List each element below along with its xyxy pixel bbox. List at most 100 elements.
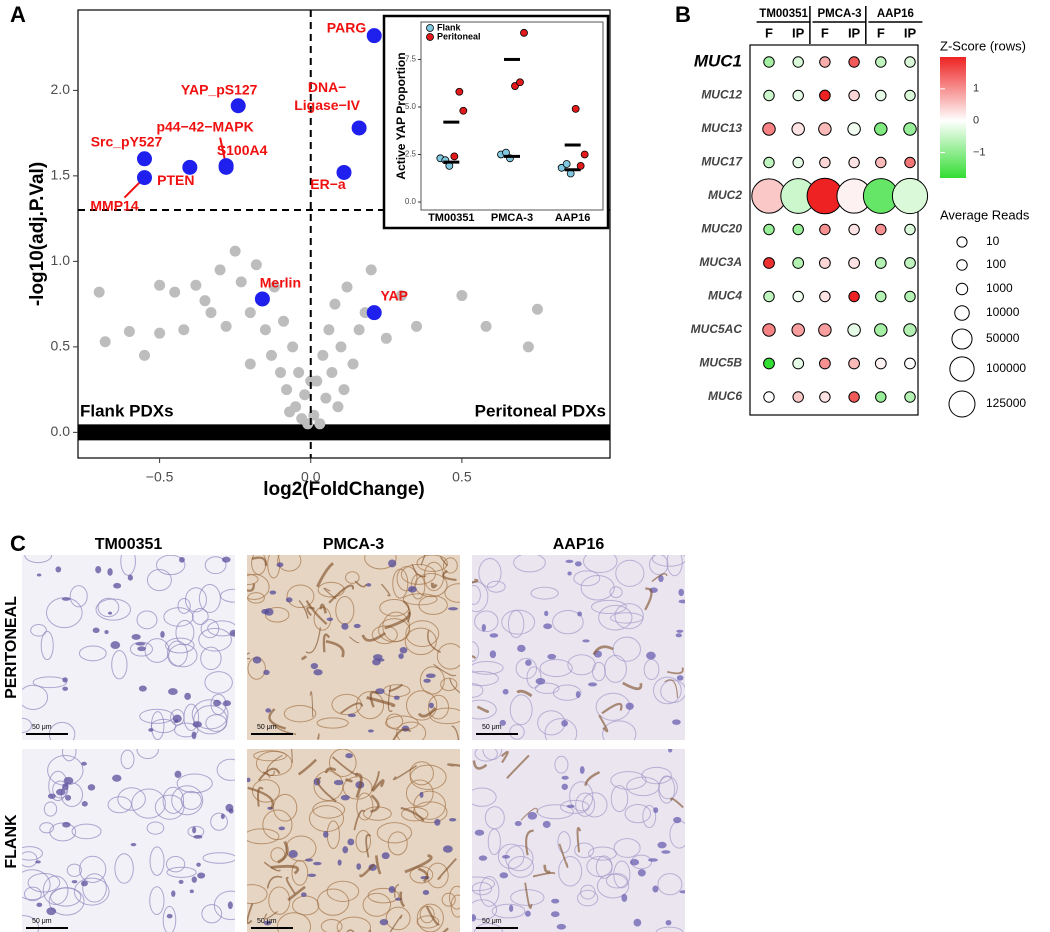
row-label: MUC5AC xyxy=(691,322,743,336)
dot xyxy=(904,257,916,269)
nucleus xyxy=(130,843,137,847)
nucleus xyxy=(347,713,356,718)
nucleus xyxy=(653,807,659,814)
stain xyxy=(451,725,460,740)
cell xyxy=(404,627,437,656)
row-label: MUC6 xyxy=(708,389,742,403)
dot xyxy=(792,290,804,303)
cell xyxy=(165,855,186,873)
cell xyxy=(40,630,54,661)
scale-label: 50 μm xyxy=(32,918,52,925)
highlight-point xyxy=(351,120,367,136)
cell xyxy=(43,801,58,817)
dot xyxy=(819,156,831,169)
cell xyxy=(558,855,583,887)
size-key xyxy=(949,356,975,382)
stain xyxy=(247,652,251,660)
cell xyxy=(392,568,409,599)
stain xyxy=(389,914,403,932)
label-line: DNA− xyxy=(308,79,347,95)
point xyxy=(480,320,492,332)
nucleus xyxy=(196,862,201,867)
size-label: 50000 xyxy=(986,331,1020,345)
nucleus xyxy=(278,826,286,831)
cell xyxy=(251,779,281,803)
y-tick-label: 7.5 xyxy=(405,55,417,64)
nucleus xyxy=(110,641,121,650)
dot xyxy=(818,122,832,136)
stain xyxy=(340,702,364,714)
cell xyxy=(247,573,259,586)
nucleus xyxy=(574,561,582,567)
nucleus xyxy=(489,633,499,638)
stain xyxy=(598,714,609,733)
color-tick-label: 0 xyxy=(973,115,979,127)
nucleus xyxy=(160,630,165,638)
point xyxy=(93,286,105,298)
nucleus xyxy=(95,565,102,574)
cell xyxy=(472,699,497,720)
cell xyxy=(174,722,199,738)
stain xyxy=(543,864,551,874)
cell xyxy=(262,809,293,841)
stain xyxy=(277,840,289,864)
nucleus xyxy=(621,893,628,902)
nucleus xyxy=(550,911,560,918)
cell xyxy=(442,557,458,574)
cell xyxy=(198,584,221,613)
cell xyxy=(416,555,448,572)
annotation: Flank PDXs xyxy=(80,401,174,420)
panel-label: C xyxy=(10,531,26,556)
size-label: 10000 xyxy=(986,305,1020,319)
cell xyxy=(355,691,385,720)
stain xyxy=(266,875,283,889)
cell xyxy=(472,661,504,675)
cell xyxy=(387,831,408,856)
micrograph-bg xyxy=(472,555,685,740)
zero-band xyxy=(78,424,610,441)
strip-point xyxy=(516,78,524,87)
cell xyxy=(382,611,411,642)
cell xyxy=(567,654,596,676)
point-label: YAP_pS127 xyxy=(181,81,258,97)
scale-label: 50 μm xyxy=(482,724,502,731)
nucleus xyxy=(499,719,507,726)
stain xyxy=(524,882,533,909)
cell xyxy=(613,838,641,858)
stain xyxy=(297,758,318,776)
point xyxy=(323,324,335,336)
dot xyxy=(874,357,887,370)
cell xyxy=(427,694,450,720)
row-label: MUC5B xyxy=(699,356,742,370)
dot xyxy=(874,257,887,269)
cell xyxy=(472,876,496,892)
dot xyxy=(847,323,861,337)
nucleus xyxy=(388,886,396,894)
nucleus xyxy=(575,690,581,699)
micrograph-content: 50 μm xyxy=(472,749,685,932)
point xyxy=(229,245,241,257)
cell xyxy=(264,607,290,623)
cell xyxy=(526,666,542,689)
stain xyxy=(394,883,400,898)
stain xyxy=(263,861,281,872)
dot xyxy=(904,290,916,303)
nucleus xyxy=(544,610,549,617)
row-label: MUC4 xyxy=(708,289,742,303)
dot xyxy=(904,223,916,236)
row-header: PERITONEAL xyxy=(3,596,20,699)
cell xyxy=(588,846,617,861)
nucleus xyxy=(62,783,69,791)
cell xyxy=(573,570,601,587)
point xyxy=(190,279,202,291)
nucleus xyxy=(252,656,262,664)
row-label: MUC13 xyxy=(701,121,742,135)
nucleus xyxy=(263,920,272,926)
micrograph-content: 50 μm xyxy=(22,749,235,932)
nucleus xyxy=(367,729,374,733)
nucleus xyxy=(179,556,185,563)
legend-swatch xyxy=(426,24,434,32)
nucleus xyxy=(265,708,272,713)
nucleus xyxy=(189,889,194,894)
